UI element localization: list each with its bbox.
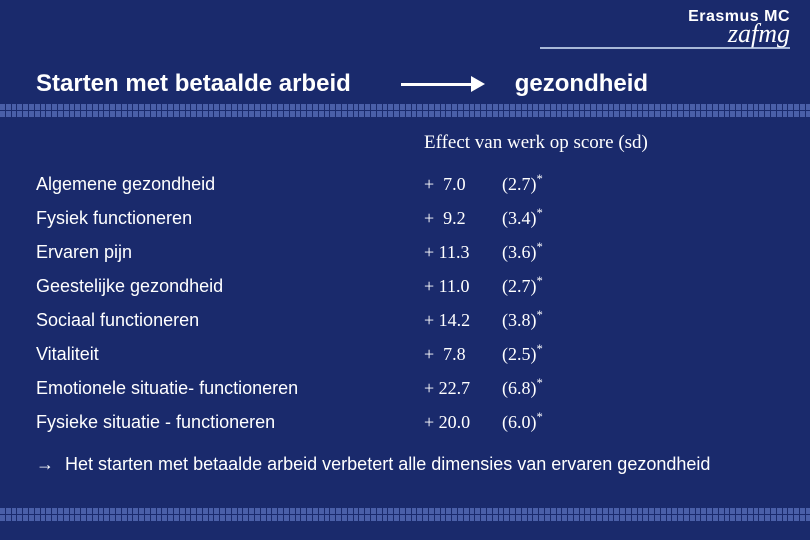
conclusion-text: Het starten met betaalde arbeid verbeter… [65,454,710,474]
row-label: Fysieke situatie - functioneren [36,412,424,433]
row-value: + 22.7 [424,378,502,399]
table-row: Vitaliteit+ 7.8(2.5)* [36,336,774,370]
title-right: gezondheid [515,70,648,98]
row-label: Ervaren pijn [36,242,424,263]
table-row: Algemene gezondheid+ 7.0(2.7)* [36,166,774,200]
conclusion: → Het starten met betaalde arbeid verbet… [36,454,710,475]
title-row: Starten met betaalde arbeid gezondheid [36,70,774,98]
table-row: Ervaren pijn+ 11.3(3.6)* [36,234,774,268]
row-label: Vitaliteit [36,344,424,365]
row-sd: (6.0)* [502,410,543,433]
row-sd: (3.6)* [502,240,543,263]
arrow-right-icon: → [36,454,54,474]
divider-bottom [0,508,810,522]
row-label: Algemene gezondheid [36,174,424,195]
row-value: + 14.2 [424,310,502,331]
table-row: Sociaal functioneren+ 14.2(3.8)* [36,302,774,336]
table-row: Fysiek functioneren+ 9.2(3.4)* [36,200,774,234]
table-row: Emotionele situatie- functioneren+ 22.7(… [36,370,774,404]
row-label: Geestelijke gezondheid [36,276,424,297]
row-sd: (2.7)* [502,172,543,195]
effect-header: Effect van werk op score (sd) [424,132,774,154]
row-label: Emotionele situatie- functioneren [36,378,424,399]
row-sd: (2.7)* [502,274,543,297]
row-label: Fysiek functioneren [36,208,424,229]
divider-top [0,104,810,118]
table-row: Geestelijke gezondheid+ 11.0(2.7)* [36,268,774,302]
row-value: + 9.2 [424,208,502,229]
row-sd: (2.5)* [502,342,543,365]
row-sd: (6.8)* [502,376,543,399]
row-sd: (3.8)* [502,308,543,331]
row-value: + 7.8 [424,344,502,365]
logo-line2: zafmg [540,24,790,45]
content-area: Effect van werk op score (sd) Algemene g… [36,132,774,438]
title-left: Starten met betaalde arbeid [36,70,351,98]
data-table: Algemene gezondheid+ 7.0(2.7)*Fysiek fun… [36,166,774,438]
row-sd: (3.4)* [502,206,543,229]
row-value: + 20.0 [424,412,502,433]
table-row: Fysieke situatie - functioneren+ 20.0(6.… [36,404,774,438]
logo: Erasmus MC zafmg [540,8,790,49]
row-label: Sociaal functioneren [36,310,424,331]
row-value: + 11.0 [424,276,502,297]
arrow-icon [401,76,485,92]
row-value: + 7.0 [424,174,502,195]
row-value: + 11.3 [424,242,502,263]
